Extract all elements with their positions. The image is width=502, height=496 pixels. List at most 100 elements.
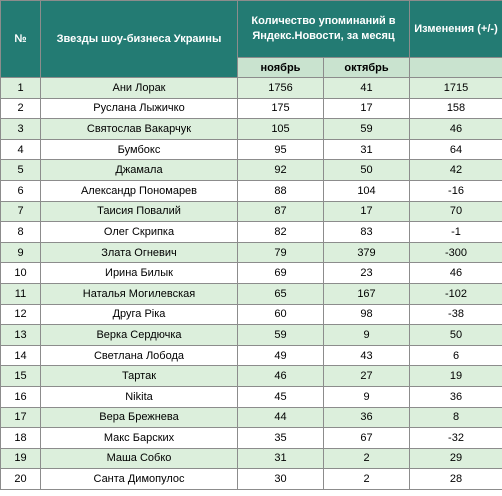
header-october: октябрь: [323, 57, 410, 78]
cell-october: 50: [323, 159, 410, 181]
table-row: 9 Злата Огневич 79 379 -300: [0, 241, 502, 264]
table-row: 8 Олег Скрипка 82 83 -1: [0, 221, 502, 243]
cell-november: 65: [237, 282, 324, 305]
header-change: Изменения (+/-): [409, 0, 502, 58]
cell-name: Вера Брежнева: [40, 406, 238, 429]
cell-name: Светлана Лобода: [40, 344, 238, 367]
cell-change: -1: [409, 221, 502, 243]
header-name: Звезды шоу-бизнеса Украины: [40, 0, 238, 78]
cell-november: 31: [237, 447, 324, 470]
cell-number: 11: [0, 282, 41, 305]
table-row: 6 Александр Пономарев 88 104 -16: [0, 179, 502, 202]
table-row: 18 Макс Барских 35 67 -32: [0, 427, 502, 449]
cell-october: 67: [323, 427, 410, 449]
cell-name: Таисия Повалий: [40, 200, 238, 223]
cell-name: Ани Лорак: [40, 77, 238, 99]
cell-change: -300: [409, 241, 502, 264]
cell-change: -102: [409, 282, 502, 305]
cell-name: Ирина Билык: [40, 262, 238, 284]
cell-number: 17: [0, 406, 41, 429]
table-row: 17 Вера Брежнева 44 36 8: [0, 406, 502, 429]
cell-number: 9: [0, 241, 41, 264]
cell-november: 35: [237, 427, 324, 449]
cell-change: 29: [409, 447, 502, 470]
cell-november: 1756: [237, 77, 324, 99]
cell-october: 379: [323, 241, 410, 264]
cell-change: 64: [409, 138, 502, 161]
header-mentions: Количество упоминаний в Яндекс.Новости, …: [237, 0, 410, 58]
cell-november: 46: [237, 365, 324, 387]
cell-name: Тартак: [40, 365, 238, 387]
table-row: 10 Ирина Билык 69 23 46: [0, 262, 502, 284]
cell-october: 59: [323, 118, 410, 140]
cell-november: 45: [237, 385, 324, 408]
cell-number: 8: [0, 221, 41, 243]
table-row: 14 Светлана Лобода 49 43 6: [0, 344, 502, 367]
header-november: ноябрь: [237, 57, 324, 78]
cell-november: 44: [237, 406, 324, 429]
cell-number: 12: [0, 303, 41, 326]
cell-november: 60: [237, 303, 324, 326]
table-row: 13 Верка Сердючка 59 9 50: [0, 324, 502, 346]
cell-october: 104: [323, 179, 410, 202]
header-number: №: [0, 0, 41, 78]
cell-change: -38: [409, 303, 502, 326]
cell-october: 31: [323, 138, 410, 161]
table-row: 12 Друга Ріка 60 98 -38: [0, 303, 502, 326]
cell-name: Святослав Вакарчук: [40, 118, 238, 140]
cell-name: Nikita: [40, 385, 238, 408]
cell-november: 49: [237, 344, 324, 367]
cell-change: 8: [409, 406, 502, 429]
cell-change: -32: [409, 427, 502, 449]
cell-november: 79: [237, 241, 324, 264]
cell-name: Макс Барских: [40, 427, 238, 449]
cell-number: 2: [0, 97, 41, 120]
cell-november: 87: [237, 200, 324, 223]
cell-change: 70: [409, 200, 502, 223]
cell-name: Наталья Могилевская: [40, 282, 238, 305]
table-row: 5 Джамала 92 50 42: [0, 159, 502, 181]
table-row: 19 Маша Собко 31 2 29: [0, 447, 502, 470]
cell-october: 83: [323, 221, 410, 243]
cell-number: 20: [0, 468, 41, 490]
cell-november: 69: [237, 262, 324, 284]
cell-number: 16: [0, 385, 41, 408]
cell-november: 105: [237, 118, 324, 140]
cell-change: 28: [409, 468, 502, 490]
cell-october: 41: [323, 77, 410, 99]
cell-number: 1: [0, 77, 41, 99]
cell-name: Злата Огневич: [40, 241, 238, 264]
cell-october: 17: [323, 200, 410, 223]
cell-november: 95: [237, 138, 324, 161]
table-row: 15 Тартак 46 27 19: [0, 365, 502, 387]
cell-change: 42: [409, 159, 502, 181]
table-row: 1 Ани Лорак 1756 41 1715: [0, 77, 502, 99]
cell-change: 50: [409, 324, 502, 346]
cell-october: 17: [323, 97, 410, 120]
table-row: 3 Святослав Вакарчук 105 59 46: [0, 118, 502, 140]
cell-october: 9: [323, 385, 410, 408]
cell-name: Александр Пономарев: [40, 179, 238, 202]
cell-november: 88: [237, 179, 324, 202]
cell-november: 59: [237, 324, 324, 346]
cell-october: 2: [323, 468, 410, 490]
cell-change: 46: [409, 262, 502, 284]
cell-october: 23: [323, 262, 410, 284]
cell-october: 43: [323, 344, 410, 367]
cell-number: 4: [0, 138, 41, 161]
cell-number: 10: [0, 262, 41, 284]
cell-change: -16: [409, 179, 502, 202]
table-row: 7 Таисия Повалий 87 17 70: [0, 200, 502, 223]
cell-number: 13: [0, 324, 41, 346]
header-change-blank: [409, 57, 502, 78]
cell-number: 5: [0, 159, 41, 181]
table-row: 20 Санта Димопулос 30 2 28: [0, 468, 502, 490]
table-body: 1 Ани Лорак 1756 41 1715 2 Руслана Лыжичко 175 1…: [0, 77, 502, 490]
cell-november: 92: [237, 159, 324, 181]
cell-change: 46: [409, 118, 502, 140]
cell-number: 7: [0, 200, 41, 223]
cell-name: Верка Сердючка: [40, 324, 238, 346]
cell-name: Санта Димопулос: [40, 468, 238, 490]
cell-november: 30: [237, 468, 324, 490]
